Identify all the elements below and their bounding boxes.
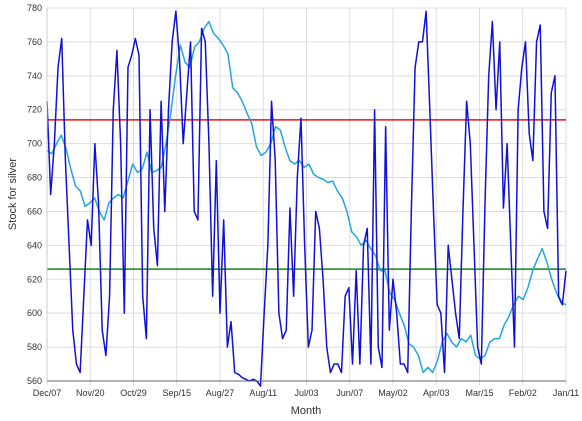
y-tick-label: 700 [27, 139, 42, 149]
x-tick-label: Apr/03 [423, 388, 450, 398]
x-tick-label: Feb/02 [509, 388, 537, 398]
x-tick-label: Nov/20 [76, 388, 105, 398]
y-tick-label: 760 [27, 37, 42, 47]
y-tick-label: 740 [27, 71, 42, 81]
y-tick-labels: 560 580 600 620 640 660 680 700 720 740 760 780 [27, 3, 42, 386]
x-tick-label: Jul/03 [294, 388, 318, 398]
y-tick-label: 640 [27, 240, 42, 250]
x-tick-label: May/02 [378, 388, 408, 398]
series-group [46, 10, 567, 387]
x-axis-title: Month [291, 405, 322, 417]
series-line-0 [46, 10, 567, 387]
x-tick-label: Jun/07 [336, 388, 363, 398]
x-tick-label: Oct/29 [120, 388, 147, 398]
y-tick-label: 680 [27, 173, 42, 183]
x-tick-label: Dec/07 [33, 388, 62, 398]
x-tick-label: Mar/15 [465, 388, 493, 398]
y-tick-label: 600 [27, 308, 42, 318]
x-tick-label: Aug/11 [249, 388, 277, 398]
y-tick-label: 560 [27, 376, 42, 386]
x-tick-label: Aug/27 [206, 388, 235, 398]
y-tick-label: 620 [27, 274, 42, 284]
y-tick-label: 660 [27, 206, 42, 216]
x-tick-label: Sep/15 [162, 388, 191, 398]
x-tick-label: Jan/11 [553, 388, 579, 398]
axes [46, 8, 566, 382]
y-tick-label: 780 [27, 3, 42, 13]
y-axis-title: Stock for silver [7, 158, 19, 230]
x-tick-labels: Dec/07 Nov/20 Oct/29 Sep/15 Aug/27 Aug/11 Jul/… [33, 388, 579, 398]
y-tick-label: 720 [27, 105, 42, 115]
grid-lines [46, 7, 567, 385]
y-tick-label: 580 [27, 342, 42, 352]
